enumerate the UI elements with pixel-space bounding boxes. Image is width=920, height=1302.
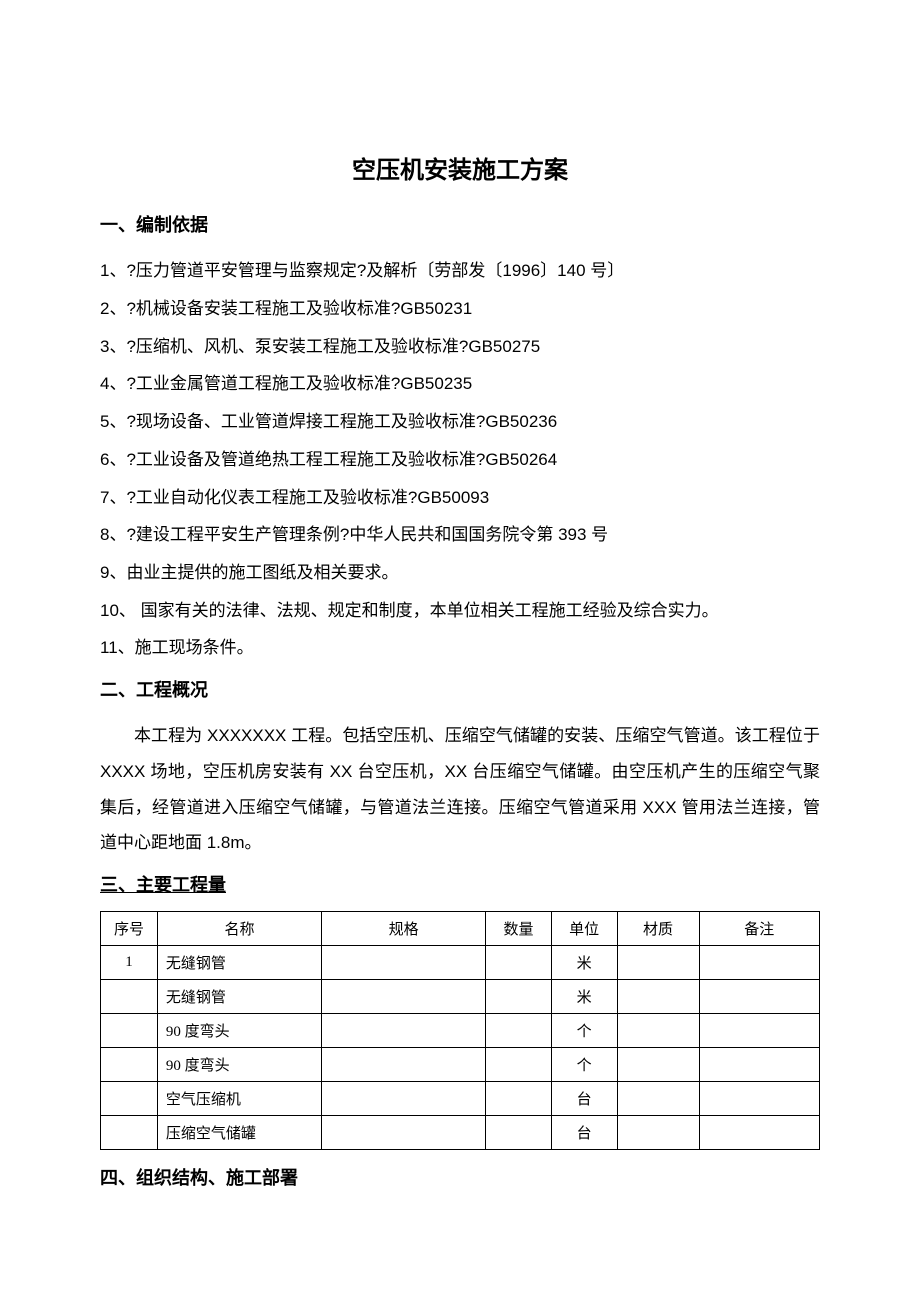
- table-cell: [699, 980, 819, 1014]
- table-cell: 90 度弯头: [157, 1014, 321, 1048]
- table-cell: [486, 1116, 552, 1150]
- table-cell: [699, 1116, 819, 1150]
- table-cell: [617, 1116, 699, 1150]
- section-1-item: 9、由业主提供的施工图纸及相关要求。: [100, 555, 820, 591]
- section-1-item: 4、?工业金属管道工程施工及验收标准?GB50235: [100, 366, 820, 402]
- table-row: 90 度弯头 个: [101, 1048, 820, 1082]
- table-cell: [699, 1082, 819, 1116]
- table-cell: [486, 1048, 552, 1082]
- section-1-item: 3、?压缩机、风机、泵安装工程施工及验收标准?GB50275: [100, 329, 820, 365]
- table-row: 空气压缩机 台: [101, 1082, 820, 1116]
- section-1-item: 7、?工业自动化仪表工程施工及验收标准?GB50093: [100, 480, 820, 516]
- col-qty-header: 数量: [486, 912, 552, 946]
- table-cell: [322, 1082, 486, 1116]
- table-cell: [486, 1014, 552, 1048]
- table-cell: [699, 946, 819, 980]
- section-1-item: 1、?压力管道平安管理与监察规定?及解析〔劳部发〔1996〕140 号〕: [100, 253, 820, 289]
- table-cell: [101, 1082, 158, 1116]
- table-cell: 90 度弯头: [157, 1048, 321, 1082]
- col-spec-header: 规格: [322, 912, 486, 946]
- table-cell: 台: [551, 1082, 617, 1116]
- section-1-heading: 一、编制依据: [100, 209, 820, 241]
- table-cell: [699, 1014, 819, 1048]
- table-cell: [322, 980, 486, 1014]
- table-cell: 压缩空气储罐: [157, 1116, 321, 1150]
- table-header-row: 序号 名称 规格 数量 单位 材质 备注: [101, 912, 820, 946]
- table-cell: 个: [551, 1048, 617, 1082]
- table-row: 无缝钢管 米: [101, 980, 820, 1014]
- table-row: 1无缝钢管 米: [101, 946, 820, 980]
- section-2-heading: 二、工程概况: [100, 674, 820, 706]
- table-cell: [101, 1014, 158, 1048]
- table-cell: [617, 1014, 699, 1048]
- table-cell: [486, 946, 552, 980]
- table-cell: [486, 980, 552, 1014]
- table-cell: 空气压缩机: [157, 1082, 321, 1116]
- section-4-heading: 四、组织结构、施工部署: [100, 1162, 820, 1194]
- table-cell: 台: [551, 1116, 617, 1150]
- table-cell: [322, 1048, 486, 1082]
- quantity-table: 序号 名称 规格 数量 单位 材质 备注 1无缝钢管米无缝钢管米90 度弯头个9…: [100, 911, 820, 1150]
- section-3-heading: 三、主要工程量: [100, 869, 820, 901]
- table-cell: [322, 946, 486, 980]
- section-1-item: 8、?建设工程平安生产管理条例?中华人民共和国国务院令第 393 号: [100, 517, 820, 553]
- col-note-header: 备注: [699, 912, 819, 946]
- section-1-item: 11、施工现场条件。: [100, 630, 820, 666]
- table-cell: [617, 980, 699, 1014]
- table-cell: [617, 1048, 699, 1082]
- table-cell: [699, 1048, 819, 1082]
- section-2-paragraph: 本工程为 XXXXXXX 工程。包括空压机、压缩空气储罐的安装、压缩空气管道。该…: [100, 718, 820, 861]
- table-cell: 个: [551, 1014, 617, 1048]
- col-seq-header: 序号: [101, 912, 158, 946]
- table-cell: [101, 1116, 158, 1150]
- col-name-header: 名称: [157, 912, 321, 946]
- table-cell: [322, 1014, 486, 1048]
- col-unit-header: 单位: [551, 912, 617, 946]
- section-1-item: 10、 国家有关的法律、法规、规定和制度，本单位相关工程施工经验及综合实力。: [100, 593, 820, 629]
- table-cell: 米: [551, 980, 617, 1014]
- table-cell: [617, 946, 699, 980]
- table-cell: [617, 1082, 699, 1116]
- table-cell: [101, 980, 158, 1014]
- table-cell: [101, 1048, 158, 1082]
- col-mat-header: 材质: [617, 912, 699, 946]
- table-row: 90 度弯头 个: [101, 1014, 820, 1048]
- table-cell: [322, 1116, 486, 1150]
- table-row: 压缩空气储罐 台: [101, 1116, 820, 1150]
- table-cell: 无缝钢管: [157, 946, 321, 980]
- table-cell: 米: [551, 946, 617, 980]
- section-1-item: 5、?现场设备、工业管道焊接工程施工及验收标准?GB50236: [100, 404, 820, 440]
- document-title: 空压机安装施工方案: [100, 150, 820, 185]
- table-cell: 无缝钢管: [157, 980, 321, 1014]
- section-1-item: 6、?工业设备及管道绝热工程工程施工及验收标准?GB50264: [100, 442, 820, 478]
- table-cell: 1: [101, 946, 158, 980]
- section-1-item: 2、?机械设备安装工程施工及验收标准?GB50231: [100, 291, 820, 327]
- table-cell: [486, 1082, 552, 1116]
